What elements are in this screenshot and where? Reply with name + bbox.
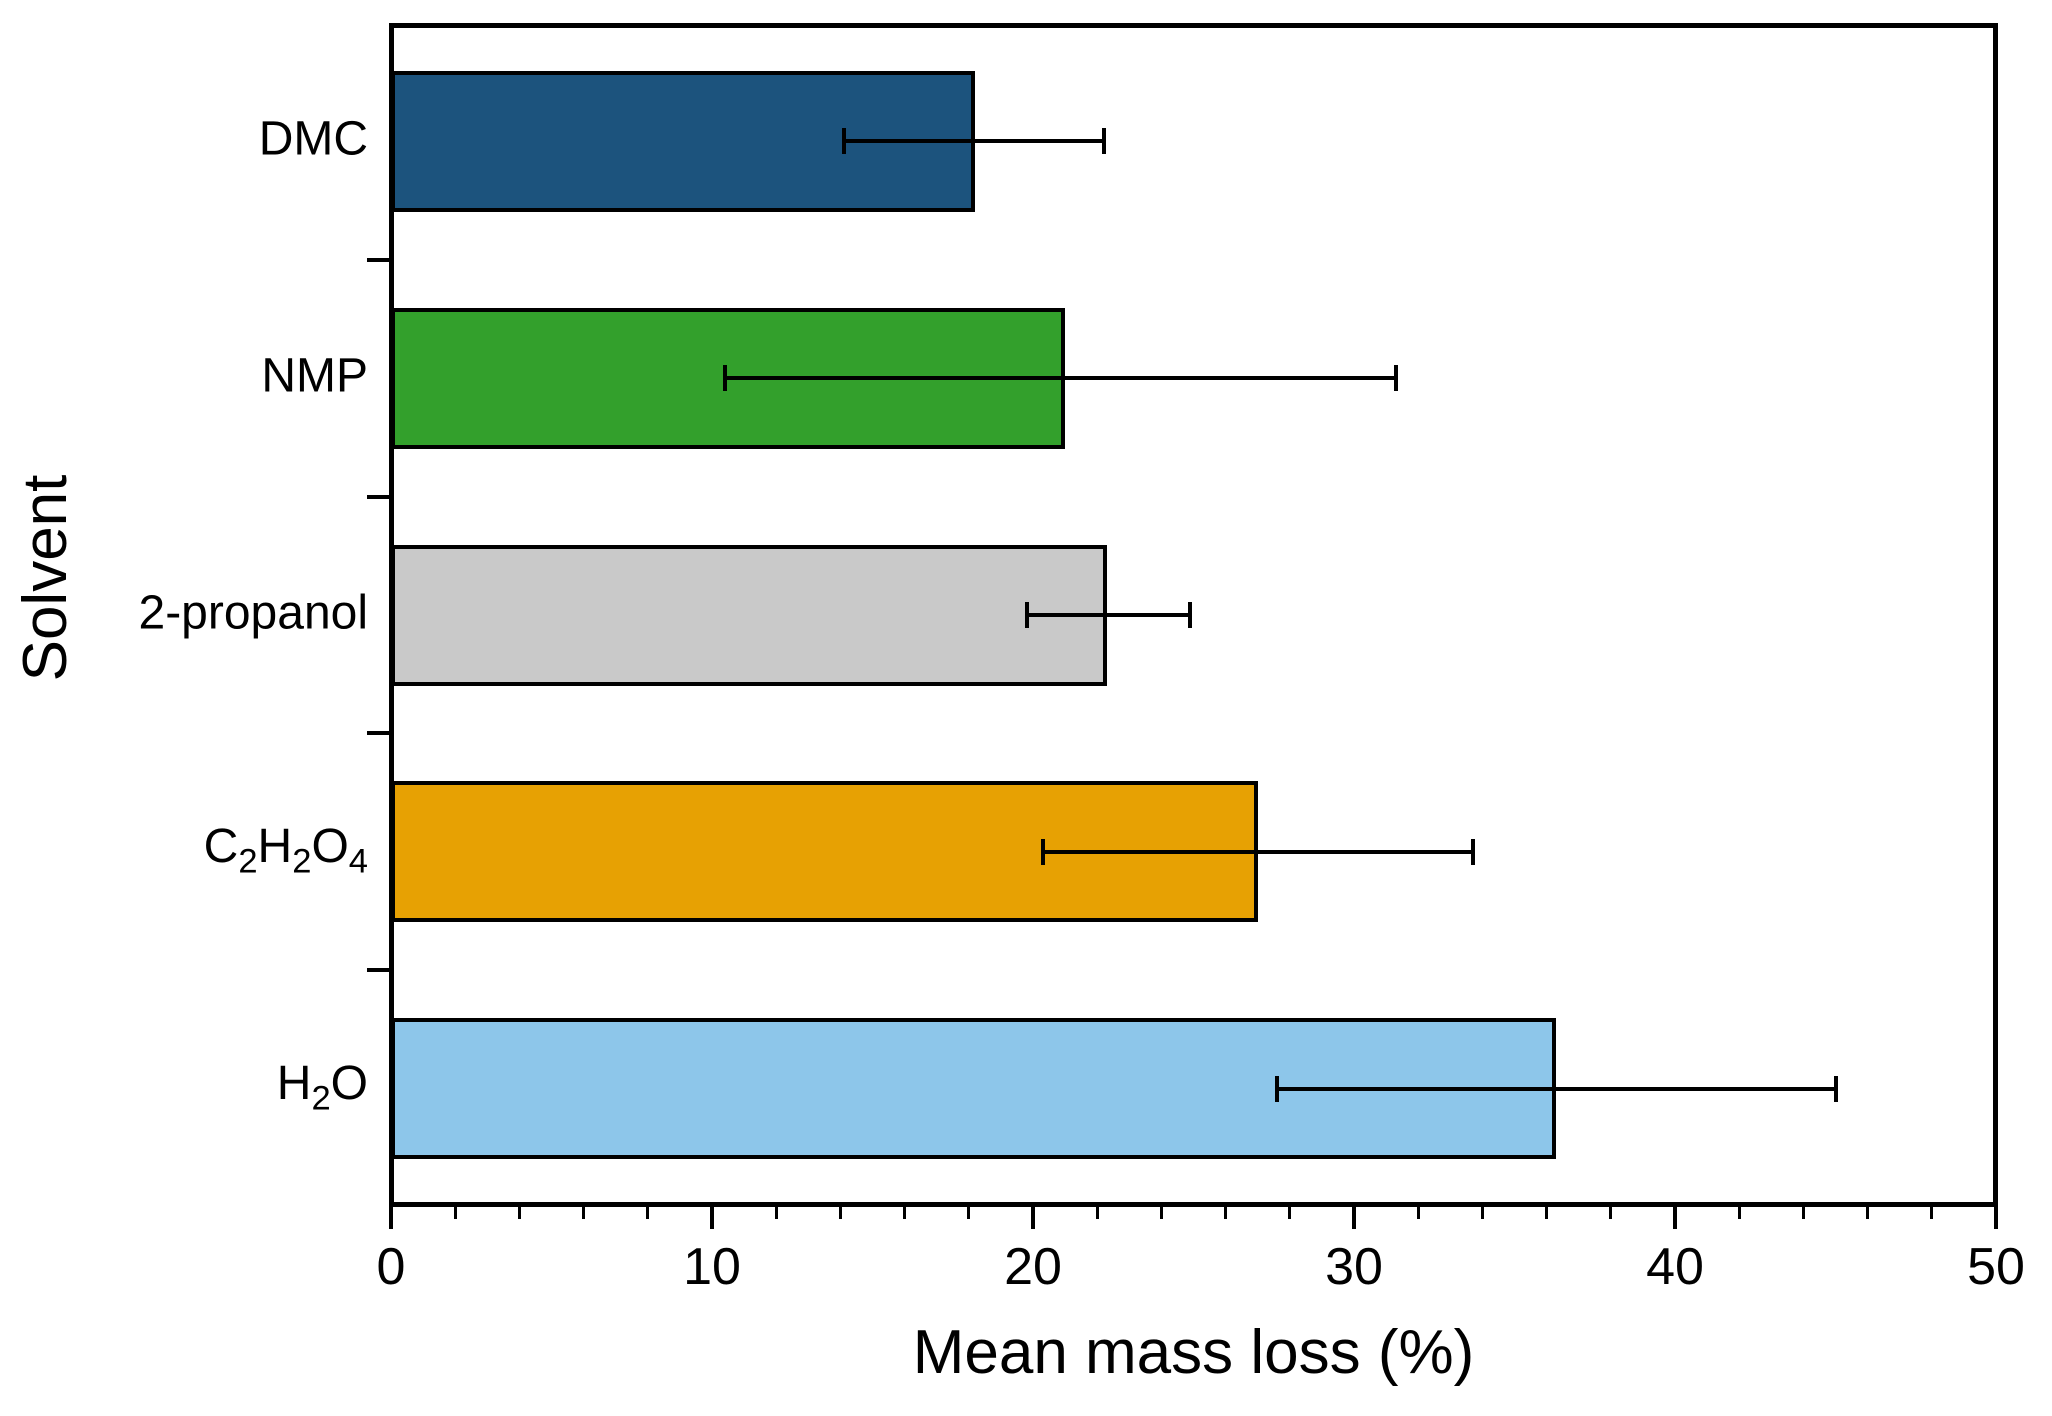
error-cap-high-2-propanol	[1188, 602, 1193, 628]
x-minor-tick-38	[1609, 1207, 1613, 1219]
x-major-tick-10	[710, 1207, 714, 1229]
x-minor-tick-32	[1416, 1207, 1420, 1219]
category-label-h2o: H2O	[276, 1056, 368, 1118]
error-bar-c2h2o4	[1042, 849, 1473, 854]
x-major-tick-0	[389, 1207, 393, 1229]
x-minor-tick-2	[453, 1207, 457, 1219]
category-label-nmp: NMP	[261, 349, 368, 403]
y-tick-4	[367, 968, 389, 973]
x-minor-tick-42	[1737, 1207, 1741, 1219]
error-cap-high-c2h2o4	[1470, 838, 1475, 865]
x-axis-title: Mean mass loss (%)	[912, 1318, 1475, 1387]
category-label-dmc: DMC	[258, 112, 368, 166]
x-minor-tick-8	[646, 1207, 650, 1219]
x-major-tick-30	[1352, 1207, 1356, 1229]
x-tick-label-30: 30	[1325, 1238, 1383, 1296]
error-cap-high-nmp	[1393, 365, 1398, 392]
x-minor-tick-16	[903, 1207, 907, 1219]
x-minor-tick-18	[967, 1207, 971, 1219]
x-minor-tick-48	[1930, 1207, 1934, 1219]
x-tick-label-10: 10	[683, 1238, 741, 1296]
bar-2-propanol	[391, 544, 1107, 686]
error-cap-low-nmp	[722, 365, 727, 392]
error-bar-nmp	[724, 376, 1396, 381]
x-tick-label-50: 50	[1967, 1238, 2025, 1296]
error-bar-2-propanol	[1026, 613, 1191, 617]
x-minor-tick-36	[1545, 1207, 1549, 1219]
x-minor-tick-26	[1224, 1207, 1228, 1219]
error-cap-low-2-propanol	[1024, 602, 1029, 628]
y-tick-2	[367, 494, 389, 499]
x-minor-tick-34	[1480, 1207, 1484, 1219]
error-cap-low-c2h2o4	[1040, 838, 1045, 865]
x-minor-tick-6	[582, 1207, 586, 1219]
error-bar-h2o	[1276, 1086, 1836, 1091]
x-tick-label-0: 0	[376, 1238, 406, 1296]
x-minor-tick-22	[1095, 1207, 1099, 1219]
category-label-2-propanol: 2-propanol	[138, 586, 369, 640]
error-cap-high-h2o	[1833, 1075, 1838, 1102]
x-minor-tick-12	[774, 1207, 778, 1219]
error-cap-low-h2o	[1274, 1075, 1279, 1102]
y-tick-1	[367, 257, 389, 262]
y-axis-title: Solvent	[11, 474, 80, 682]
x-minor-tick-46	[1866, 1207, 1870, 1219]
y-tick-3	[367, 731, 389, 736]
x-major-tick-20	[1031, 1207, 1035, 1229]
x-minor-tick-28	[1288, 1207, 1292, 1219]
error-cap-high-dmc	[1101, 128, 1106, 155]
x-minor-tick-44	[1801, 1207, 1805, 1219]
x-minor-tick-14	[838, 1207, 842, 1219]
x-major-tick-40	[1673, 1207, 1677, 1229]
x-minor-tick-4	[517, 1207, 521, 1219]
x-major-tick-50	[1994, 1207, 1998, 1229]
category-label-c2h2o4: C2H2O4	[203, 819, 368, 881]
error-bar-dmc	[843, 139, 1104, 144]
x-tick-label-40: 40	[1646, 1238, 1704, 1296]
x-tick-label-20: 20	[1004, 1238, 1062, 1296]
error-cap-low-dmc	[841, 128, 846, 155]
x-minor-tick-24	[1159, 1207, 1163, 1219]
